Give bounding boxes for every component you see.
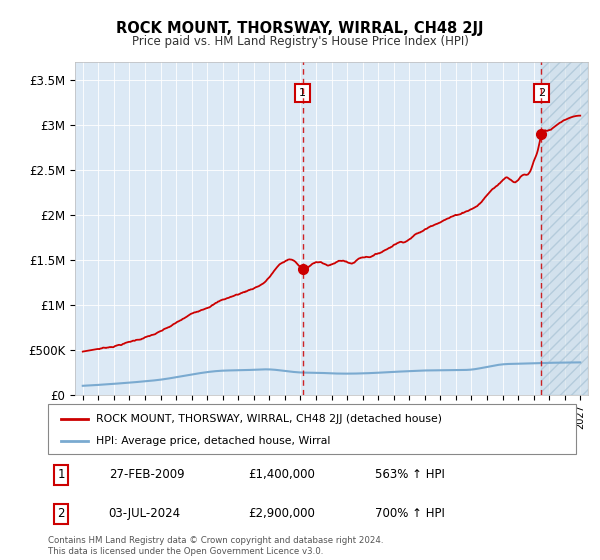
Text: ROCK MOUNT, THORSWAY, WIRRAL, CH48 2JJ (detached house): ROCK MOUNT, THORSWAY, WIRRAL, CH48 2JJ (… [95,414,442,424]
Text: ROCK MOUNT, THORSWAY, WIRRAL, CH48 2JJ: ROCK MOUNT, THORSWAY, WIRRAL, CH48 2JJ [116,21,484,36]
Text: 563% ↑ HPI: 563% ↑ HPI [376,468,445,481]
Text: 700% ↑ HPI: 700% ↑ HPI [376,507,445,520]
Text: Contains HM Land Registry data © Crown copyright and database right 2024.
This d: Contains HM Land Registry data © Crown c… [48,536,383,556]
Text: 2: 2 [538,88,545,98]
Text: 27-FEB-2009: 27-FEB-2009 [109,468,184,481]
Bar [541,62,588,395]
Text: 1: 1 [299,88,306,98]
Text: £1,400,000: £1,400,000 [248,468,316,481]
Text: £2,900,000: £2,900,000 [248,507,316,520]
FancyBboxPatch shape [48,404,576,454]
Text: 1: 1 [58,468,65,481]
Text: 03-JUL-2024: 03-JUL-2024 [109,507,181,520]
Text: 2: 2 [58,507,65,520]
Text: HPI: Average price, detached house, Wirral: HPI: Average price, detached house, Wirr… [95,436,330,446]
Text: Price paid vs. HM Land Registry's House Price Index (HPI): Price paid vs. HM Land Registry's House … [131,35,469,48]
